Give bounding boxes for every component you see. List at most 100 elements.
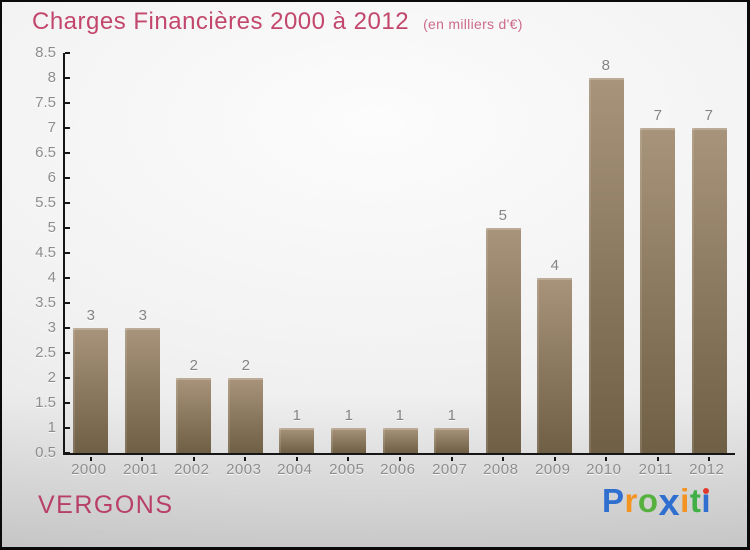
y-axis-tick-label: 0.5	[35, 444, 56, 461]
x-axis-tick-label: 2000	[71, 461, 107, 478]
y-axis-tick	[65, 402, 70, 404]
bar-value-label: 3	[138, 307, 147, 324]
logo-letter-o: o	[637, 482, 659, 519]
bar-value-label: 7	[704, 107, 713, 124]
x-axis-tick-label: 2007	[432, 461, 468, 478]
x-axis-tick	[193, 457, 195, 461]
x-axis-tick-label: 2012	[689, 461, 725, 478]
x-axis-labels: 2000 2001 2002 2003 2004 2005 2006 2007 2008 2009…	[63, 461, 733, 481]
bar-value-label: 5	[498, 207, 507, 224]
y-axis-tick-label: 2.5	[35, 344, 56, 361]
bar-value-label: 2	[241, 357, 250, 374]
proxiti-logo[interactable]: Proxitı	[601, 482, 711, 524]
y-axis-tick-label: 1	[47, 419, 56, 436]
y-axis-tick	[65, 452, 70, 454]
y-axis-tick	[65, 377, 70, 379]
y-axis-tick-label: 1.5	[35, 394, 56, 411]
y-axis-tick-label: 3	[47, 319, 56, 336]
bar-2007	[434, 428, 469, 453]
bar-2008	[486, 228, 521, 453]
bar-value-label: 1	[447, 407, 456, 424]
y-axis-tick	[65, 52, 70, 54]
y-axis-tick-label: 4.5	[35, 244, 56, 261]
x-axis-tick-label: 2004	[277, 461, 313, 478]
company-name: VERGONS	[38, 491, 174, 519]
y-axis-tick	[65, 327, 70, 329]
y-axis-tick	[65, 252, 70, 254]
bar-2003	[228, 378, 263, 453]
x-axis-tick	[244, 457, 246, 461]
y-axis-tick	[65, 277, 70, 279]
bar-value-label: 2	[189, 357, 198, 374]
y-axis-tick	[65, 302, 70, 304]
bar-2004	[279, 428, 314, 453]
x-axis-tick	[141, 457, 143, 461]
chart-title: Charges Financières 2000 à 2012	[32, 8, 410, 35]
bar-value-label: 1	[344, 407, 353, 424]
y-axis-tick-label: 7	[47, 119, 56, 136]
bar-2001	[125, 328, 160, 453]
bar-value-label: 8	[601, 57, 610, 74]
y-axis-tick-label: 3.5	[35, 294, 56, 311]
bar-2010	[589, 78, 624, 453]
y-axis-tick-label: 5.5	[35, 194, 56, 211]
logo-letter-t: t	[689, 482, 702, 519]
x-axis-tick-label: 2002	[174, 461, 210, 478]
bar-2006	[383, 428, 418, 453]
x-axis-tick	[347, 457, 349, 461]
bar-2002	[176, 378, 211, 453]
bar-value-label: 3	[86, 307, 95, 324]
x-axis-tick-label: 2001	[123, 461, 159, 478]
x-axis-tick	[657, 457, 659, 461]
y-axis-tick	[65, 177, 70, 179]
chart-header: Charges Financières 2000 à 2012 (en mill…	[32, 8, 523, 36]
y-axis-tick-label: 2	[47, 369, 56, 386]
bar-2009	[537, 278, 572, 453]
logo-letter-i: ı	[701, 482, 711, 519]
x-axis-tick	[605, 457, 607, 461]
y-axis-tick-label: 6	[47, 169, 56, 186]
y-axis-tick	[65, 227, 70, 229]
logo-letter-i: i	[680, 482, 690, 519]
y-axis-tick	[65, 77, 70, 79]
x-axis-tick	[708, 457, 710, 461]
x-axis-tick-label: 2003	[226, 461, 262, 478]
logo-letter-dot	[703, 488, 710, 494]
plot-area: 3 3 2 2 1 1 1 1 5 4 8 7 7	[63, 52, 735, 461]
bar-value-label: 4	[550, 257, 559, 274]
y-axis-tick	[65, 202, 70, 204]
y-axis-tick	[65, 152, 70, 154]
chart-unit-label: (en milliers d'€)	[423, 16, 523, 32]
y-axis-tick	[65, 427, 70, 429]
y-axis-tick-label: 7.5	[35, 94, 56, 111]
y-axis-tick	[65, 352, 70, 354]
x-axis-tick-label: 2005	[329, 461, 365, 478]
x-axis-tick	[451, 457, 453, 461]
y-axis-tick-label: 6.5	[35, 144, 56, 161]
bar-2000	[73, 328, 108, 453]
logo-letter-r: r	[624, 482, 638, 519]
x-axis-tick	[554, 457, 556, 461]
x-axis-tick	[90, 457, 92, 461]
x-axis-tick-label: 2011	[638, 461, 673, 478]
x-axis-tick-label: 2010	[586, 461, 622, 478]
x-axis-tick	[399, 457, 401, 461]
x-axis-tick	[296, 457, 298, 461]
y-axis-tick-label: 5	[47, 219, 56, 236]
bar-value-label: 1	[292, 407, 301, 424]
bar-2012	[692, 128, 727, 453]
bar-value-label: 7	[653, 107, 662, 124]
y-axis-tick	[65, 127, 70, 129]
bar-2011	[640, 128, 675, 453]
x-axis-tick-label: 2009	[535, 461, 571, 478]
y-axis-tick-label: 8.5	[35, 44, 56, 61]
y-axis-tick-label: 4	[47, 269, 56, 286]
y-axis-tick-label: 8	[47, 69, 56, 86]
bar-value-label: 1	[395, 407, 404, 424]
bar-2005	[331, 428, 366, 453]
y-axis-tick	[65, 102, 70, 104]
logo-letter-P: P	[601, 482, 625, 519]
y-axis-labels: 8.5 8 7.5 7 6.5 6 5.5 5 4.5 4 3.5 3 2.5 2 1.5 1 0.5	[2, 44, 58, 461]
x-axis-tick	[502, 457, 504, 461]
